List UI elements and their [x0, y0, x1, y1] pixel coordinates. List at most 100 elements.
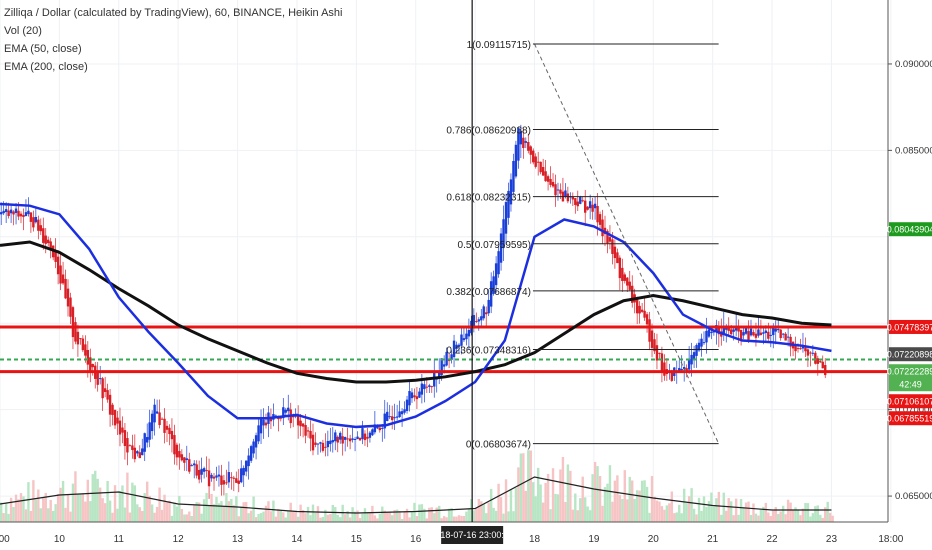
candle-body [64, 278, 67, 299]
candle-body [450, 354, 453, 360]
volume-bar [717, 491, 721, 522]
candle-body [566, 193, 570, 202]
volume-bar [299, 504, 302, 522]
x-tick-label: 9:00 [0, 534, 10, 545]
candle-body [504, 202, 508, 234]
candle-body [12, 211, 15, 215]
candle-body [111, 404, 114, 415]
volume-bar [106, 480, 109, 522]
candle-body [383, 413, 386, 429]
volume-bar [418, 504, 421, 522]
volume-bar [638, 490, 641, 522]
volume-bar [168, 500, 171, 522]
volume-bar [566, 464, 570, 522]
volume-bar [794, 507, 797, 522]
volume-bar [546, 473, 550, 522]
volume-bar [608, 465, 612, 522]
candle-body [692, 352, 696, 360]
candle-body [564, 190, 567, 197]
candle-body [37, 219, 40, 231]
volume-bar [225, 492, 228, 522]
y-tick-label: 0.08500000 [895, 145, 932, 156]
volume-bar [103, 503, 107, 522]
volume-bar [680, 513, 683, 522]
candle-body [628, 281, 631, 290]
candle-body [178, 451, 181, 458]
volume-bar [541, 502, 545, 522]
volume-bar [660, 506, 664, 522]
x-tick-label: 15 [351, 534, 363, 545]
candle-body [509, 179, 513, 205]
volume-bar [237, 516, 240, 522]
candle-body [165, 425, 169, 430]
candle-body [477, 319, 480, 322]
volume-bar [287, 510, 290, 522]
candle-body [155, 411, 159, 414]
candle-body [457, 344, 461, 347]
fib-retracement: 1(0.09115715) 0.786(0.08620938) 0.618(0.08… [446, 40, 720, 451]
candle-body [455, 344, 458, 349]
candle-body [193, 463, 196, 466]
volume-bar [249, 510, 253, 522]
volume-bar [584, 497, 587, 522]
candle-body [358, 437, 362, 441]
candle-body [42, 228, 45, 243]
candle-body [230, 477, 233, 479]
volume-bar [56, 493, 60, 522]
volume-bar [549, 509, 552, 522]
volume-bar [744, 502, 748, 522]
price-tag-label: 0.08043904 [887, 225, 932, 235]
volume-bar [306, 506, 310, 522]
volume-bar [279, 510, 283, 522]
candle-body [190, 465, 193, 467]
volume-bar [544, 482, 547, 522]
candle-body [388, 416, 391, 418]
chart-legend: Zilliqa / Dollar (calculated by TradingV… [4, 4, 343, 76]
volume-bar [502, 513, 505, 522]
volume-bar [118, 491, 122, 522]
candle-body [739, 329, 743, 342]
candle-body [786, 336, 790, 338]
volume-bar [193, 504, 196, 522]
candle-body [329, 440, 332, 445]
candle-body [398, 411, 401, 418]
volume-bar [376, 518, 379, 522]
candle-body [737, 328, 740, 332]
volume-bar [633, 498, 636, 522]
volume-bar [113, 485, 117, 522]
candle-body [339, 432, 342, 440]
candle-body [804, 347, 807, 352]
candle-body [700, 338, 703, 347]
volume-bar [730, 501, 733, 522]
candle-body [24, 212, 28, 217]
candle-body [170, 430, 174, 440]
volume-bar [598, 475, 602, 522]
volume-bar [519, 453, 523, 522]
candle-body [376, 426, 379, 429]
volume-bar [586, 506, 589, 522]
candle-body [821, 361, 824, 369]
volume-bar [64, 507, 67, 522]
candle-body [202, 468, 206, 472]
candle-body [697, 342, 701, 351]
volume-bar [22, 496, 25, 522]
crosshair-time-label: 2018-07-16 23:00:00 [430, 530, 514, 540]
candle-body [126, 438, 129, 453]
price-tag-box [889, 364, 932, 379]
volume-bar [816, 505, 820, 522]
candle-body [296, 415, 300, 426]
volume-bar [692, 508, 696, 522]
volume-bar [517, 467, 520, 522]
candle-body [611, 239, 614, 254]
volume-bar [358, 518, 362, 522]
candle-body [635, 298, 639, 314]
volume-bar [678, 504, 681, 522]
volume-bar [386, 511, 389, 522]
candle-body [217, 474, 221, 477]
volume-bar [645, 486, 649, 522]
volume-bar [339, 517, 342, 522]
volume-bar [356, 510, 359, 522]
candle-body [378, 427, 382, 431]
candle-body [640, 309, 644, 312]
